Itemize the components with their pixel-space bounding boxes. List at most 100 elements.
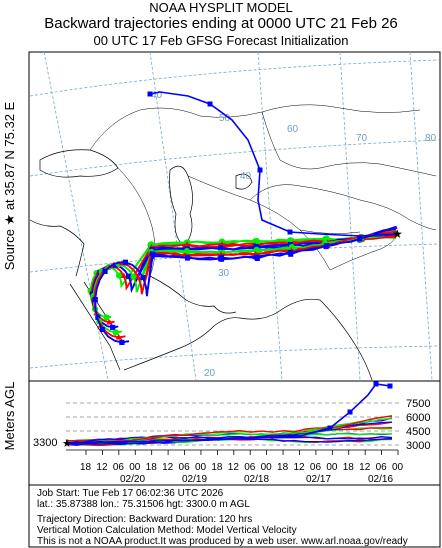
model-name: NOAA HYSPLIT MODEL: [149, 0, 293, 15]
trajectory-marker: [257, 167, 263, 173]
height-labels: 7500 6000 4500 3000 3300: [33, 398, 430, 452]
date-label: 02/18: [244, 474, 269, 485]
lon-line-40: [43, 51, 109, 381]
date-label: 02/19: [182, 474, 207, 485]
vertical-profile: 7500 6000 4500 3000 3300 ★ 18 12 06 00 18 12 0…: [33, 381, 430, 485]
trajectory-marker: [148, 241, 155, 248]
aral-sea: [235, 173, 253, 190]
trajectory-marker: [112, 329, 119, 336]
trajectory-marker: [217, 245, 223, 251]
height-label: 6000: [406, 412, 430, 424]
hour-tick-label: 12: [162, 462, 174, 473]
job-start-line: Job Start: Tue Feb 17 06:02:36 UTC 2026: [37, 488, 224, 499]
hour-tick-label: 06: [179, 462, 191, 473]
vertical-trajectory-path: [65, 421, 393, 445]
hour-tick-label: 00: [392, 462, 404, 473]
hour-tick-label: 18: [211, 462, 223, 473]
trajectory-marker: [357, 236, 363, 242]
trajectory-marker: [120, 272, 127, 278]
trajectory-marker: [102, 268, 108, 274]
trajectory-marker: [184, 241, 191, 247]
trajectory-marker: [322, 235, 329, 242]
plot-title: Backward trajectories ending at 0000 UTC…: [44, 15, 398, 32]
plot-subtitle: 00 UTC 17 Feb GFSG Forecast Initializati…: [93, 33, 349, 48]
levant-coast: [29, 219, 85, 277]
vertical-trajectory-lines: [65, 381, 393, 447]
hour-tick-label: 00: [129, 462, 141, 473]
lat-label-30: 30: [218, 268, 230, 279]
trajectory-marker: [207, 101, 213, 107]
location-line: lat.: 35.87388 lon.: 75.31506 hgt: 3300.…: [37, 499, 250, 510]
hour-tick-label: 18: [146, 462, 158, 473]
trajectory-marker: [253, 254, 259, 260]
source-location-label: Source ★ at 35.87 N 75.32 E: [2, 101, 17, 271]
height-label: 7500: [406, 398, 430, 410]
date-label: 02/17: [306, 474, 331, 485]
trajectory-marker: [373, 381, 379, 387]
trajectory-marker: [112, 262, 118, 268]
trajectory-marker: [135, 274, 142, 280]
height-label: 4500: [406, 426, 430, 438]
grid-labels: 20 30 40 40 50 60 70 80: [151, 90, 437, 379]
start-height-label: 3300: [33, 437, 57, 449]
trajectory-marker: [110, 324, 116, 330]
vertical-source-star-icon: ★: [62, 438, 72, 450]
lon-label-60: 60: [287, 124, 299, 135]
caspian-sea: [169, 165, 193, 247]
hour-tick-label: 06: [113, 462, 125, 473]
hour-tick-label: 18: [80, 462, 92, 473]
trajectory-marker: [387, 383, 393, 389]
lon-label-70: 70: [356, 133, 368, 144]
lon-label-40: 40: [151, 90, 163, 101]
trajectory-marker: [253, 246, 260, 253]
hour-tick-label: 18: [277, 462, 289, 473]
trajectory-marker: [323, 243, 329, 249]
hour-tick-label: 12: [228, 462, 240, 473]
hour-tick-label: 06: [376, 462, 388, 473]
height-label: 3000: [406, 440, 430, 452]
trajectory-marker: [103, 314, 110, 321]
lat-label-20: 20: [204, 368, 216, 379]
trajectory-marker: [106, 319, 113, 325]
trajectory-marker: [347, 409, 353, 415]
trajectory-marker: [126, 273, 132, 279]
lon-label-80: 80: [425, 133, 437, 144]
trajectory-marker: [218, 241, 225, 247]
black-sea: [39, 149, 119, 178]
hour-tick-label: 00: [326, 462, 338, 473]
lon-line-50: [149, 51, 197, 381]
trajectory-marker: [253, 243, 259, 249]
trajectory-marker: [140, 275, 146, 281]
hour-tick-label: 06: [310, 462, 322, 473]
trajectory-marker: [183, 247, 190, 254]
arabian-coast: [123, 298, 321, 371]
trajectory-marker: [287, 229, 293, 235]
trajectory-marker: [115, 334, 122, 340]
trajectory-marker: [130, 273, 137, 280]
vertical-method-line: Vertical Motion Calculation Method: Mode…: [37, 525, 297, 536]
direction-line: Trajectory Direction: Backward Duration:…: [37, 514, 253, 525]
lat-line-50: [29, 59, 440, 97]
source-star-icon: ★: [392, 227, 403, 241]
trajectory-marker: [99, 326, 105, 332]
date-label: 02/16: [368, 474, 393, 485]
trajectory-marker: [116, 272, 123, 279]
persian-gulf: [149, 275, 237, 314]
hour-tick-label: 00: [195, 462, 207, 473]
vertical-panel-border: [28, 380, 441, 486]
trajectory-marker: [149, 251, 155, 257]
lat-label-40: 40: [240, 171, 252, 182]
trajectory-marker: [147, 91, 153, 97]
hour-tick-label: 18: [343, 462, 355, 473]
trajectory-marker: [185, 255, 191, 261]
trajectory-marker: [122, 259, 128, 265]
info-panel-border: [28, 484, 441, 548]
india-coast: [319, 299, 373, 381]
trajectory-marker: [288, 243, 295, 250]
trajectory-lines: [87, 91, 398, 345]
hour-tick-label: 12: [293, 462, 305, 473]
disclaimer-line: This is not a NOAA product.It was produc…: [37, 536, 408, 547]
hour-tick-label: 12: [96, 462, 108, 473]
time-axis: 18 12 06 00 18 12 06 00 18 12 06 00 18 12 06 00 18 12 06 00…: [66, 449, 404, 485]
